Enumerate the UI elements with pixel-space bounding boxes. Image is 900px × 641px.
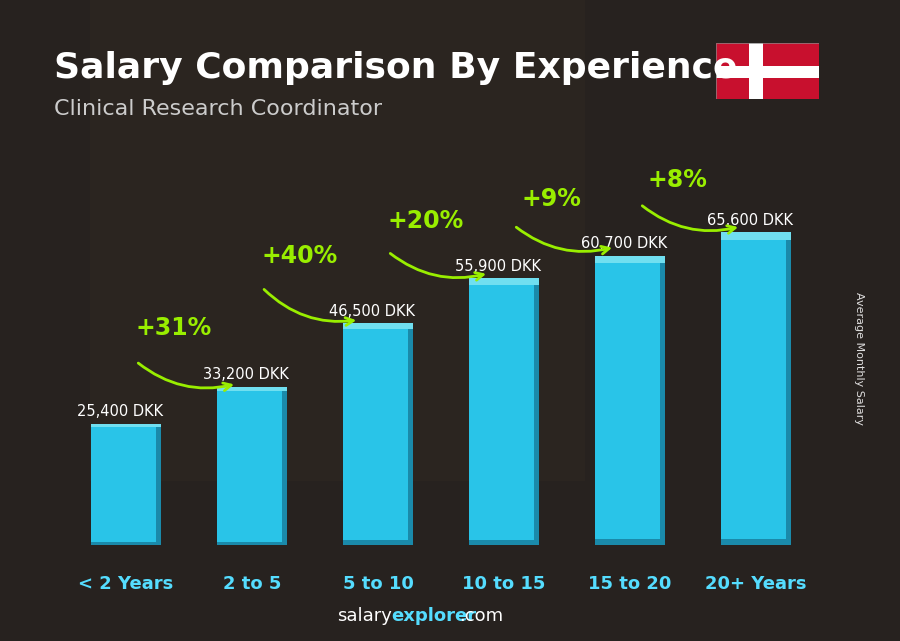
Text: 10 to 15: 10 to 15 [463,574,545,592]
Bar [721,538,790,545]
Text: 60,700 DKK: 60,700 DKK [580,236,667,251]
Text: .com: .com [459,607,503,625]
Text: 20+ Years: 20+ Years [706,574,806,592]
Text: 55,900 DKK: 55,900 DKK [454,259,541,274]
Bar [721,232,790,240]
Bar [343,540,412,545]
Bar [469,278,538,285]
Bar [716,65,819,78]
Bar [217,542,286,545]
Text: 25,400 DKK: 25,400 DKK [76,404,163,419]
Bar [343,323,412,329]
Text: Average Monthly Salary: Average Monthly Salary [854,292,865,426]
Bar [408,323,412,545]
Text: +8%: +8% [648,168,707,192]
Text: < 2 Years: < 2 Years [78,574,174,592]
Bar [90,0,585,481]
Bar [343,323,412,545]
Text: +9%: +9% [522,187,581,211]
Text: salary: salary [337,607,392,625]
Text: +31%: +31% [136,316,212,340]
Text: 2 to 5: 2 to 5 [223,574,281,592]
Bar [721,232,790,545]
Text: Salary Comparison By Experience: Salary Comparison By Experience [54,51,737,85]
Text: +40%: +40% [262,244,338,269]
Bar [92,424,160,545]
Text: 46,500 DKK: 46,500 DKK [328,304,415,319]
Text: 65,600 DKK: 65,600 DKK [706,213,793,228]
Text: 15 to 20: 15 to 20 [589,574,671,592]
Text: Clinical Research Coordinator: Clinical Research Coordinator [54,99,382,119]
Bar [595,539,664,545]
Bar [469,278,538,545]
Bar [282,387,286,545]
Text: 5 to 10: 5 to 10 [343,574,413,592]
Bar [92,424,160,427]
Text: explorer: explorer [392,607,477,625]
Bar [595,256,664,545]
Bar [534,278,538,545]
Bar [749,43,763,99]
Text: 33,200 DKK: 33,200 DKK [202,367,289,382]
Bar [469,540,538,545]
Bar [786,232,790,545]
Bar [595,256,664,263]
Bar [660,256,664,545]
Bar [156,424,161,545]
Bar [217,387,286,390]
Bar [217,387,286,545]
Text: +20%: +20% [388,209,464,233]
Bar [92,542,160,545]
